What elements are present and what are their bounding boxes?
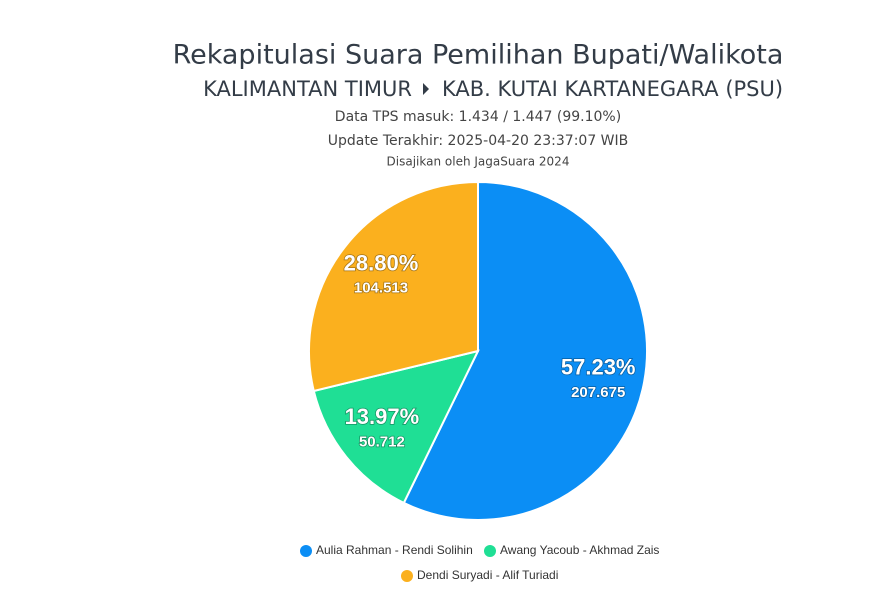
legend: Aulia Rahman - Rendi Solihin Awang Yacoub… [300,543,659,582]
legend-marker[interactable] [401,570,413,582]
legend-label[interactable]: Dendi Suryadi - Alif Turiadi [417,568,558,582]
chart-title: Rekapitulasi Suara Pemilihan Bupati/Wali… [173,40,784,71]
chart-subtitle: KAB. KUTAI KARTANEGARA (PSU) [442,77,783,101]
slice-percent-label: 13.97% [345,404,420,429]
note: Update Terakhir: 2025-04-20 23:37:07 WIB [328,133,629,149]
chart-subtitle: KALIMANTAN TIMUR [203,77,412,101]
legend-label[interactable]: Awang Yacoub - Akhmad Zais [500,543,659,557]
slice-percent-label: 57.23% [561,355,636,380]
pie-slice[interactable] [312,349,480,505]
legend-label[interactable]: Aulia Rahman - Rendi Solihin [316,543,473,557]
legend-marker[interactable] [300,545,312,557]
slice-count-label: 50.712 [359,433,405,450]
slice-count-label: 207.675 [571,384,625,401]
legend-marker[interactable] [484,545,496,557]
pie: 57.23% 207.675 13.97% 50.712 28.80% 104.513 [308,180,648,521]
pie-slice[interactable] [308,180,479,393]
slice-count-label: 104.513 [354,280,408,297]
slice-percent-label: 28.80% [344,251,419,276]
pie-slice[interactable] [402,180,648,521]
note: Disajikan oleh JagaSuara 2024 [387,155,570,169]
breadcrumb-arrow [423,83,429,95]
note: Data TPS masuk: 1.434 / 1.447 (99.10%) [335,109,621,125]
